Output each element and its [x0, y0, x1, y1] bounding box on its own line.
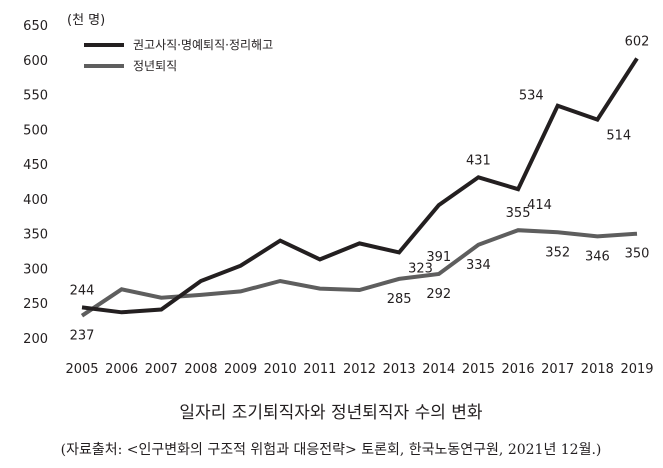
data-label-retirement-2017: 352: [545, 245, 570, 260]
y-axis-unit-label: (천 명): [67, 13, 105, 28]
data-labels: 244 323 431 414 534 514 602 237 285 391 292 334 355 3…: [70, 34, 650, 343]
y-tick-label-200: 200: [23, 332, 48, 347]
data-label-retirement-2013: 285: [387, 292, 412, 307]
y-tick-label-250: 250: [23, 297, 48, 312]
x-tick-label-2006: 2006: [105, 362, 138, 377]
data-label-dismissal-2018: 514: [606, 129, 631, 144]
y-axis-tick-labels: 200 250 300 350 400 450 500 550 600 650: [23, 19, 48, 347]
y-tick-label-500: 500: [23, 123, 48, 138]
x-tick-label-2018: 2018: [581, 362, 614, 377]
chart-source: (자료출처: <인구변화의 구조적 위험과 대응전략> 토론회, 한국노동연구원…: [61, 442, 602, 458]
x-tick-label-2014: 2014: [422, 362, 455, 377]
x-tick-label-2015: 2015: [462, 362, 495, 377]
data-label-retirement-2016: 355: [506, 206, 531, 221]
data-label-dismissal-2017: 534: [519, 89, 544, 104]
x-tick-label-2005: 2005: [65, 362, 98, 377]
data-label-retirement-2015: 334: [466, 258, 491, 273]
data-label-dismissal-2015: 431: [466, 153, 491, 168]
x-tick-label-2016: 2016: [502, 362, 535, 377]
data-label-dismissal-2016: 414: [527, 198, 552, 213]
legend-label-retirement: 정년퇴직: [133, 59, 177, 73]
data-label-dismissal-2019: 602: [625, 34, 650, 49]
x-tick-label-2007: 2007: [145, 362, 178, 377]
x-tick-label-2011: 2011: [303, 362, 336, 377]
y-tick-label-300: 300: [23, 262, 48, 277]
y-tick-label-450: 450: [23, 158, 48, 173]
x-tick-label-2017: 2017: [541, 362, 574, 377]
data-label-retirement-2005: 237: [70, 329, 95, 344]
y-tick-label-400: 400: [23, 193, 48, 208]
y-tick-label-550: 550: [23, 89, 48, 104]
data-label-dismissal-2013: 323: [408, 261, 433, 276]
series-line-dismissal: [81, 57, 639, 315]
data-label-retirement-2014: 391: [426, 250, 451, 265]
data-label-retirement-2018: 346: [585, 249, 610, 264]
x-axis-tick-labels: 2005 2006 2007 2008 2009 2010 2011 2012 2013 2014…: [65, 362, 653, 377]
y-tick-label-600: 600: [23, 54, 48, 69]
data-label-dismissal-2005: 244: [70, 283, 95, 298]
data-label-retirement-2019: 350: [625, 247, 650, 262]
series-line-retirement: [80, 228, 638, 318]
x-tick-label-2012: 2012: [343, 362, 376, 377]
x-tick-label-2010: 2010: [264, 362, 297, 377]
legend-label-dismissal: 권고사직·명예퇴직·정리해고: [133, 38, 273, 52]
legend: 권고사직·명예퇴직·정리해고 정년퇴직: [84, 38, 273, 73]
chart-title: 일자리 조기퇴직자와 정년퇴직자 수의 변화: [179, 403, 482, 423]
series-lines: [80, 57, 639, 318]
y-tick-label-650: 650: [23, 19, 48, 34]
x-tick-label-2019: 2019: [620, 362, 653, 377]
x-tick-label-2008: 2008: [184, 362, 217, 377]
x-tick-label-2009: 2009: [224, 362, 257, 377]
data-label-retirement-2014: 292: [426, 287, 451, 302]
x-tick-label-2013: 2013: [383, 362, 416, 377]
y-tick-label-350: 350: [23, 228, 48, 243]
